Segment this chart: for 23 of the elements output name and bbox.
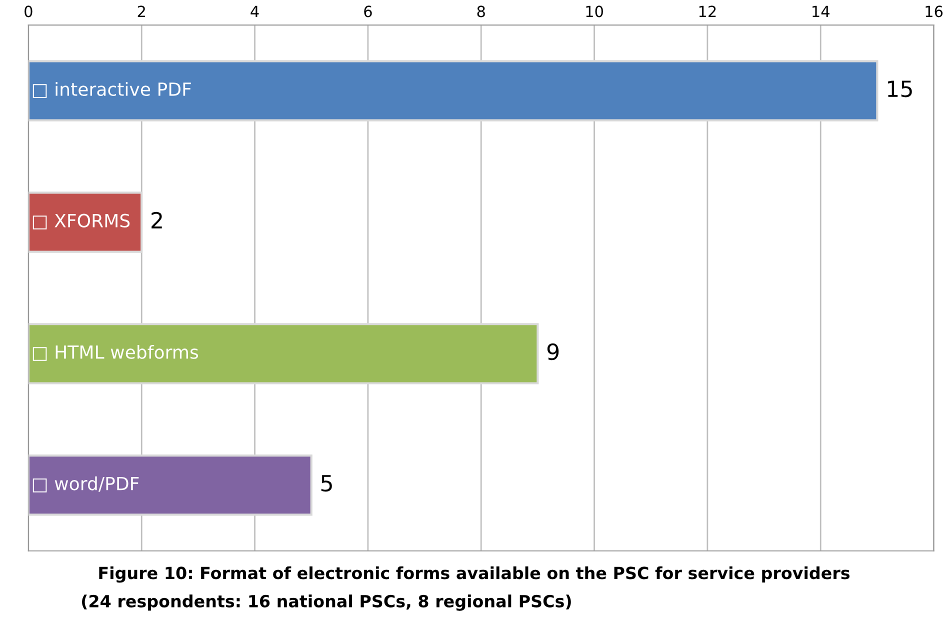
text: (24 respondents: 16 national PSCs, 8 regional PSCs) xyxy=(82,594,571,611)
x-tick-label: 14 xyxy=(812,6,830,17)
y-tick-label: □ XFORMS xyxy=(32,214,130,230)
data-label: 5 xyxy=(321,475,332,492)
x-tick-label: 16 xyxy=(926,6,943,18)
x-tick-label: 2 xyxy=(138,6,145,17)
bar xyxy=(28,192,143,253)
x-tick-label: 4 xyxy=(250,6,259,17)
y-tick-label: □ HTML webforms xyxy=(32,344,198,361)
x-tick-label: 0 xyxy=(24,6,32,18)
x-tick-label: 6 xyxy=(364,6,372,18)
data-label: 2 xyxy=(152,212,162,228)
y-tick-label: □ interactive PDF xyxy=(32,82,191,98)
bar xyxy=(28,323,539,384)
bar xyxy=(28,454,312,516)
bar xyxy=(28,60,878,122)
x-tick-label: 10 xyxy=(586,6,603,18)
text: Figure 10: Format of electronic forms available on the PSC for service providers xyxy=(99,566,850,583)
x-tick-label: 8 xyxy=(477,6,485,18)
x-tick-label: 12 xyxy=(699,6,716,17)
y-tick-label: □ word/PDF xyxy=(32,476,139,492)
data-label: 9 xyxy=(547,343,559,360)
data-label: 15 xyxy=(888,80,912,98)
